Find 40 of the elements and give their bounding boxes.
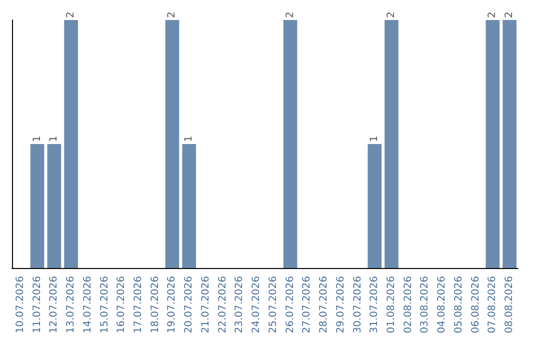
x-tick-label: 23.07.2026 — [234, 276, 246, 334]
x-tick-label: 04.08.2026 — [436, 276, 448, 334]
x-tick-label: 24.07.2026 — [251, 276, 262, 334]
data-label: 2 — [487, 12, 498, 18]
x-tick-label: 29.07.2026 — [335, 276, 346, 334]
x-tick-label: 18.07.2026 — [150, 276, 161, 334]
x-tick-label: 07.08.2026 — [487, 276, 498, 334]
data-label: 2 — [166, 12, 178, 18]
x-tick-label: 30.07.2026 — [352, 276, 364, 334]
x-tick-label: 02.08.2026 — [402, 276, 414, 334]
x-tick-label: 22.07.2026 — [217, 276, 228, 334]
data-label: 1 — [48, 136, 60, 142]
x-tick-label: 03.08.2026 — [420, 276, 431, 334]
x-tick-label: 17.07.2026 — [133, 276, 144, 334]
x-tick-label: 31.07.2026 — [369, 276, 380, 334]
x-tick-label: 25.07.2026 — [268, 276, 279, 334]
data-label: 2 — [386, 12, 397, 18]
data-label: 2 — [66, 12, 77, 18]
x-tick-label: 11.07.2026 — [32, 276, 43, 334]
data-label: 1 — [369, 136, 380, 142]
x-tick-label: 20.07.2026 — [184, 276, 195, 334]
x-tick-label: 01.08.2026 — [386, 276, 397, 334]
x-tick-label: 08.08.2026 — [504, 276, 516, 334]
data-label: 2 — [504, 12, 516, 18]
x-tick-label: 10.07.2026 — [14, 276, 26, 334]
x-tick-label: 16.07.2026 — [116, 276, 128, 334]
x-tick-label: 12.07.2026 — [48, 276, 60, 334]
x-tick-label: 14.07.2026 — [82, 276, 94, 334]
data-label: 1 — [32, 136, 43, 142]
x-tick-label: 21.07.2026 — [200, 276, 212, 334]
x-tick-label: 15.07.2026 — [99, 276, 110, 334]
x-tick-label: 06.08.2026 — [470, 276, 482, 334]
x-tick-label: 13.07.2026 — [66, 276, 77, 334]
data-label: 2 — [284, 12, 296, 18]
x-tick-label: 28.07.2026 — [318, 276, 330, 334]
x-tick-label: 05.08.2026 — [453, 276, 464, 334]
x-tick-label: 19.07.2026 — [166, 276, 178, 334]
x-tick-label: 26.07.2026 — [284, 276, 296, 334]
x-tick-label: 27.07.2026 — [302, 276, 313, 334]
data-label: 1 — [184, 136, 195, 142]
